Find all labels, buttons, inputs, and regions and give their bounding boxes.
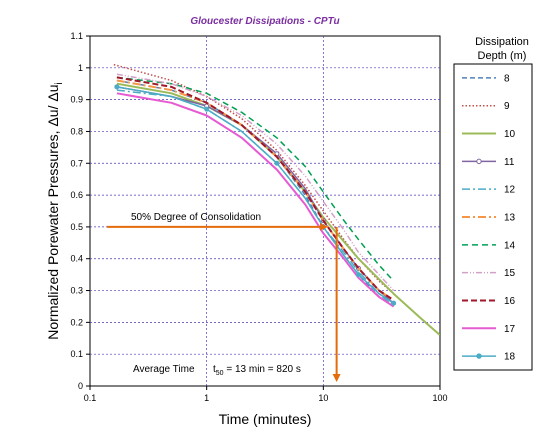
y-tick-label: 0.6 — [70, 190, 83, 200]
legend-label-12: 12 — [504, 185, 516, 196]
tick-labels: 00.10.20.30.40.50.60.70.80.911.10.1 1 10 10… — [70, 31, 447, 403]
legend-items: 8 9 10 11 12 13 14 15 16 17 18 — [462, 73, 516, 363]
series-line-17 — [116, 92, 395, 308]
series-line-14 — [116, 76, 395, 282]
legend-marker-11 — [476, 158, 482, 165]
x-tick-label: 10 — [318, 393, 328, 403]
legend-label-9: 9 — [504, 101, 510, 112]
average-time-label: Average Time — [133, 364, 195, 375]
legend-marker-18 — [476, 353, 482, 359]
y-tick-label: 0.2 — [70, 317, 83, 327]
series-line-16 — [116, 76, 395, 301]
annotation-layer: 50% Degree of Consolidation Average Time t… — [107, 212, 341, 382]
y-axis-label-main: Normalized Porewater Pressures, Δu/ Δu — [45, 84, 61, 339]
legend-label-16: 16 — [504, 296, 516, 307]
y-tick-label: 1.1 — [70, 31, 83, 41]
t50-subscript: 50 — [216, 370, 224, 377]
x-axis-label: Time (minutes) — [219, 411, 312, 427]
series-line-15 — [116, 73, 395, 292]
legend-label-11: 11 — [504, 157, 515, 168]
series-point-18 — [355, 272, 361, 278]
y-axis-label: Normalized Porewater Pressures, Δu/ Δui — [45, 82, 65, 339]
chart-title: Gloucester Dissipations - CPTu — [190, 16, 339, 27]
y-tick-label: 0.1 — [70, 349, 83, 359]
y-tick-label: 0.3 — [70, 286, 83, 296]
x-tick-label: 100 — [432, 393, 447, 403]
y-axis-label-sub: i — [54, 82, 65, 84]
plot-area — [89, 35, 441, 387]
legend: Dissipation Depth (m) 8 9 10 11 12 13 14 15 16 17… — [453, 36, 533, 371]
legend-title-line2: Depth (m) — [478, 50, 527, 62]
x-tick-label: 1 — [204, 393, 209, 403]
y-tick-label: 0.9 — [70, 95, 83, 105]
t50-symbol: t — [213, 364, 216, 375]
legend-title-line1: Dissipation — [475, 36, 529, 48]
y-tick-label: 0 — [78, 381, 83, 391]
legend-label-18: 18 — [504, 352, 516, 363]
consolidation-label: 50% Degree of Consolidation — [131, 212, 261, 223]
y-tick-label: 0.4 — [70, 254, 83, 264]
series-point-18 — [204, 106, 210, 112]
grid — [86, 35, 441, 390]
legend-label-13: 13 — [504, 213, 516, 224]
y-tick-label: 1 — [78, 63, 83, 73]
y-tick-label: 0.7 — [70, 158, 83, 168]
y-tick-label: 0.8 — [70, 126, 83, 136]
series-point-18 — [391, 300, 397, 306]
series-line-18 — [116, 86, 395, 304]
legend-label-8: 8 — [504, 73, 510, 84]
series-line-11 — [116, 86, 395, 304]
legend-label-15: 15 — [504, 268, 516, 279]
series-layer — [113, 63, 440, 336]
legend-label-10: 10 — [504, 129, 516, 140]
y-tick-label: 0.5 — [70, 222, 83, 232]
legend-label-17: 17 — [504, 324, 516, 335]
series-point-18 — [274, 160, 280, 166]
t50-value: = 13 min = 820 s — [224, 364, 301, 375]
t50-equation: t50 = 13 min = 820 s — [213, 364, 301, 377]
legend-label-14: 14 — [504, 240, 516, 251]
x-tick-label: 0.1 — [84, 393, 97, 403]
series-point-18 — [114, 84, 120, 90]
